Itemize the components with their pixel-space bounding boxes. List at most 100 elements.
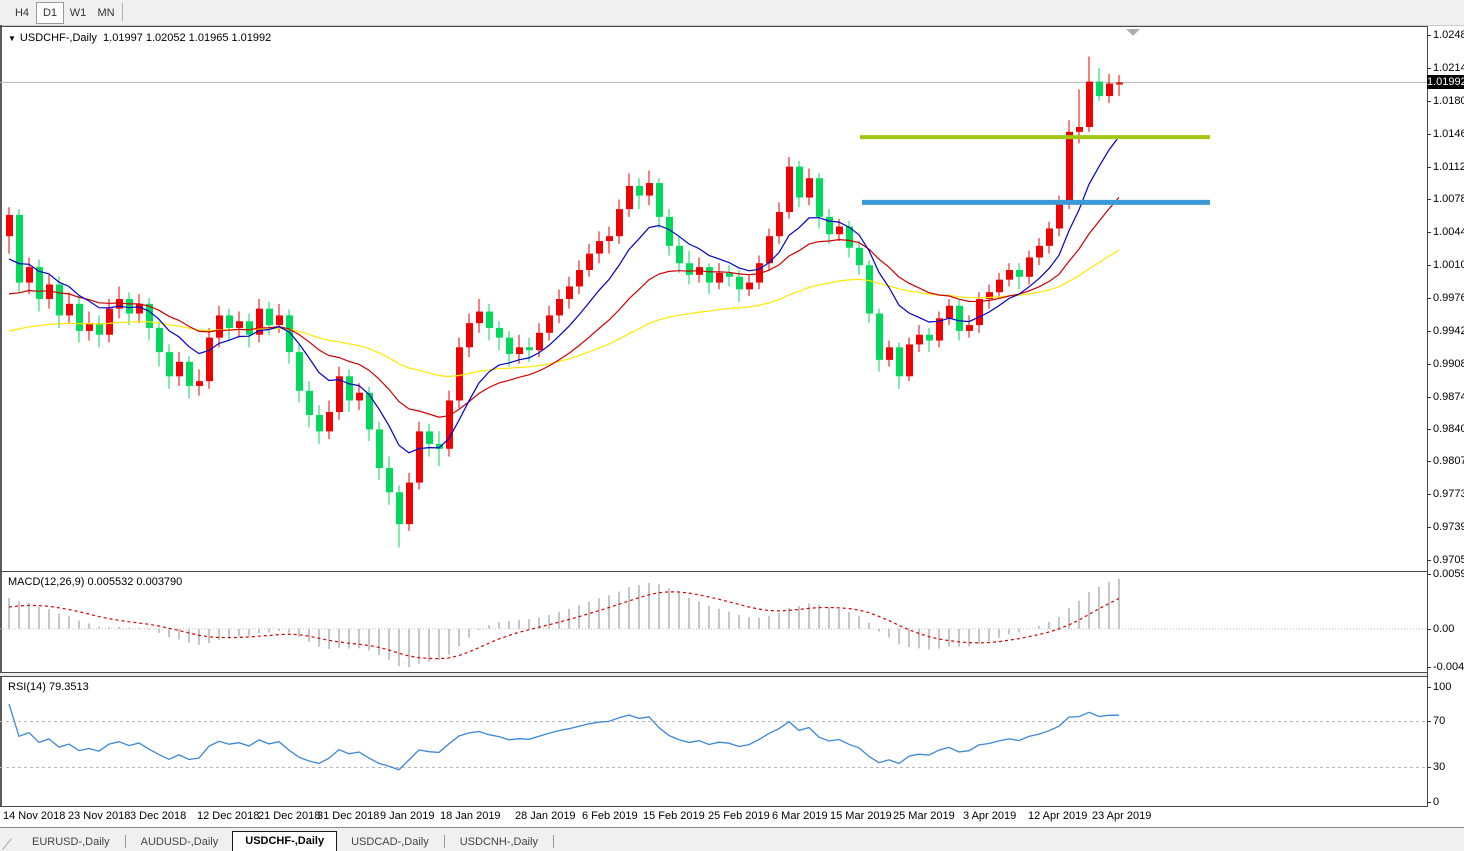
tab-separator bbox=[443, 835, 445, 848]
candle bbox=[206, 337, 213, 382]
candle bbox=[876, 313, 883, 360]
candle bbox=[966, 325, 973, 331]
date-axis-label[interactable]: 6 Mar 2019 bbox=[772, 810, 828, 822]
candle bbox=[1016, 270, 1023, 277]
candle bbox=[76, 303, 83, 331]
date-axis-label[interactable]: 23 Nov 2018 bbox=[68, 810, 131, 822]
candle bbox=[396, 492, 403, 525]
price-axis-tick bbox=[1427, 133, 1431, 135]
candle bbox=[246, 321, 253, 335]
candle bbox=[796, 166, 803, 198]
date-axis-label[interactable]: 15 Mar 2019 bbox=[830, 810, 892, 822]
price-axis-tick bbox=[1427, 429, 1431, 431]
pane-border[interactable] bbox=[0, 571, 1427, 572]
candle bbox=[116, 299, 123, 309]
rsi-canvas[interactable] bbox=[0, 677, 1427, 806]
candle bbox=[156, 327, 163, 353]
candle bbox=[276, 315, 283, 326]
tab-separator bbox=[124, 835, 126, 848]
candle bbox=[1026, 257, 1033, 277]
date-axis-label[interactable]: 25 Feb 2019 bbox=[708, 810, 770, 822]
tab-usdchf[interactable]: USDCHF-,Daily bbox=[232, 831, 338, 851]
candle bbox=[1006, 270, 1013, 280]
tab-usdcnh[interactable]: USDCNH-,Daily bbox=[459, 836, 538, 848]
tabbar-corner-grip bbox=[0, 830, 18, 851]
date-axis-label[interactable]: 3 Apr 2019 bbox=[963, 810, 1017, 822]
timeframe-toolbar: H4 D1 W1 MN bbox=[0, 0, 1464, 26]
timeframe-button-d1[interactable]: D1 bbox=[36, 2, 64, 24]
collapse-triangle-icon[interactable]: ▼ bbox=[8, 34, 16, 43]
candle bbox=[676, 245, 683, 264]
candle bbox=[136, 303, 143, 314]
date-axis-label[interactable]: 6 Feb 2019 bbox=[582, 810, 638, 822]
candle bbox=[1036, 245, 1043, 258]
timeframe-button-h4[interactable]: H4 bbox=[14, 7, 30, 19]
candle bbox=[806, 178, 813, 198]
timeframe-button-w1[interactable]: W1 bbox=[69, 7, 87, 19]
candle bbox=[326, 412, 333, 432]
tab-eurusd[interactable]: EURUSD-,Daily bbox=[32, 836, 110, 848]
candle bbox=[66, 303, 73, 316]
candle bbox=[436, 443, 443, 449]
pane-splitter[interactable] bbox=[0, 673, 1427, 676]
candle bbox=[856, 247, 863, 266]
candle bbox=[956, 305, 963, 331]
candle bbox=[406, 482, 413, 525]
price-axis-tick bbox=[1427, 68, 1431, 70]
tab-audusd[interactable]: AUDUSD-,Daily bbox=[140, 836, 219, 848]
candle bbox=[946, 305, 953, 319]
date-axis-label[interactable]: 31 Dec 2018 bbox=[317, 810, 380, 822]
date-axis-label[interactable]: 21 Dec 2018 bbox=[258, 810, 321, 822]
candle bbox=[86, 323, 93, 331]
date-axis-label[interactable]: 12 Apr 2019 bbox=[1028, 810, 1088, 822]
candle bbox=[96, 323, 103, 335]
tab-usdcad[interactable]: USDCAD-,Daily bbox=[351, 836, 429, 848]
tab-separator bbox=[552, 835, 554, 848]
date-axis-label[interactable]: 23 Apr 2019 bbox=[1092, 810, 1152, 822]
date-axis-label[interactable]: 3 Dec 2018 bbox=[130, 810, 187, 822]
candle bbox=[1096, 81, 1103, 97]
candle bbox=[886, 347, 893, 360]
candle bbox=[526, 347, 533, 351]
main-chart-canvas[interactable] bbox=[0, 27, 1427, 571]
date-axis-label[interactable]: 14 Nov 2018 bbox=[3, 810, 66, 822]
date-axis-label[interactable]: 9 Jan 2019 bbox=[380, 810, 435, 822]
price-axis-border bbox=[1427, 26, 1428, 807]
candle bbox=[996, 279, 1003, 293]
date-axis-label[interactable]: 18 Jan 2019 bbox=[440, 810, 501, 822]
candle bbox=[56, 284, 63, 316]
candle bbox=[726, 272, 733, 277]
price-axis-tick bbox=[1427, 232, 1431, 234]
candle bbox=[976, 299, 983, 326]
chart-quote-values: 1.01997 1.02052 1.01965 1.01992 bbox=[103, 32, 272, 44]
pane-border[interactable] bbox=[0, 672, 1427, 673]
candle bbox=[1106, 83, 1113, 97]
candle bbox=[656, 183, 663, 217]
candle bbox=[456, 347, 463, 401]
candle bbox=[376, 429, 383, 469]
chart-shift-marker-icon bbox=[1126, 29, 1140, 36]
candle bbox=[36, 267, 43, 299]
date-axis-label[interactable]: 12 Dec 2018 bbox=[197, 810, 260, 822]
date-axis-label[interactable]: 25 Mar 2019 bbox=[893, 810, 955, 822]
timeframe-button-mn[interactable]: MN bbox=[97, 7, 115, 19]
price-axis-label: 1.02140 bbox=[1433, 62, 1464, 75]
moving-average-21 bbox=[8, 197, 1120, 418]
candle bbox=[1076, 127, 1083, 132]
candle bbox=[556, 299, 563, 316]
date-axis-label[interactable]: 28 Jan 2019 bbox=[515, 810, 576, 822]
candle bbox=[506, 337, 513, 355]
rsi-label: RSI(14) 79.3513 bbox=[8, 681, 89, 693]
candle bbox=[466, 323, 473, 348]
candle bbox=[936, 318, 943, 341]
candle bbox=[836, 226, 843, 235]
macd-canvas[interactable] bbox=[0, 572, 1427, 672]
date-axis-label[interactable]: 15 Feb 2019 bbox=[643, 810, 705, 822]
candle bbox=[426, 431, 433, 444]
